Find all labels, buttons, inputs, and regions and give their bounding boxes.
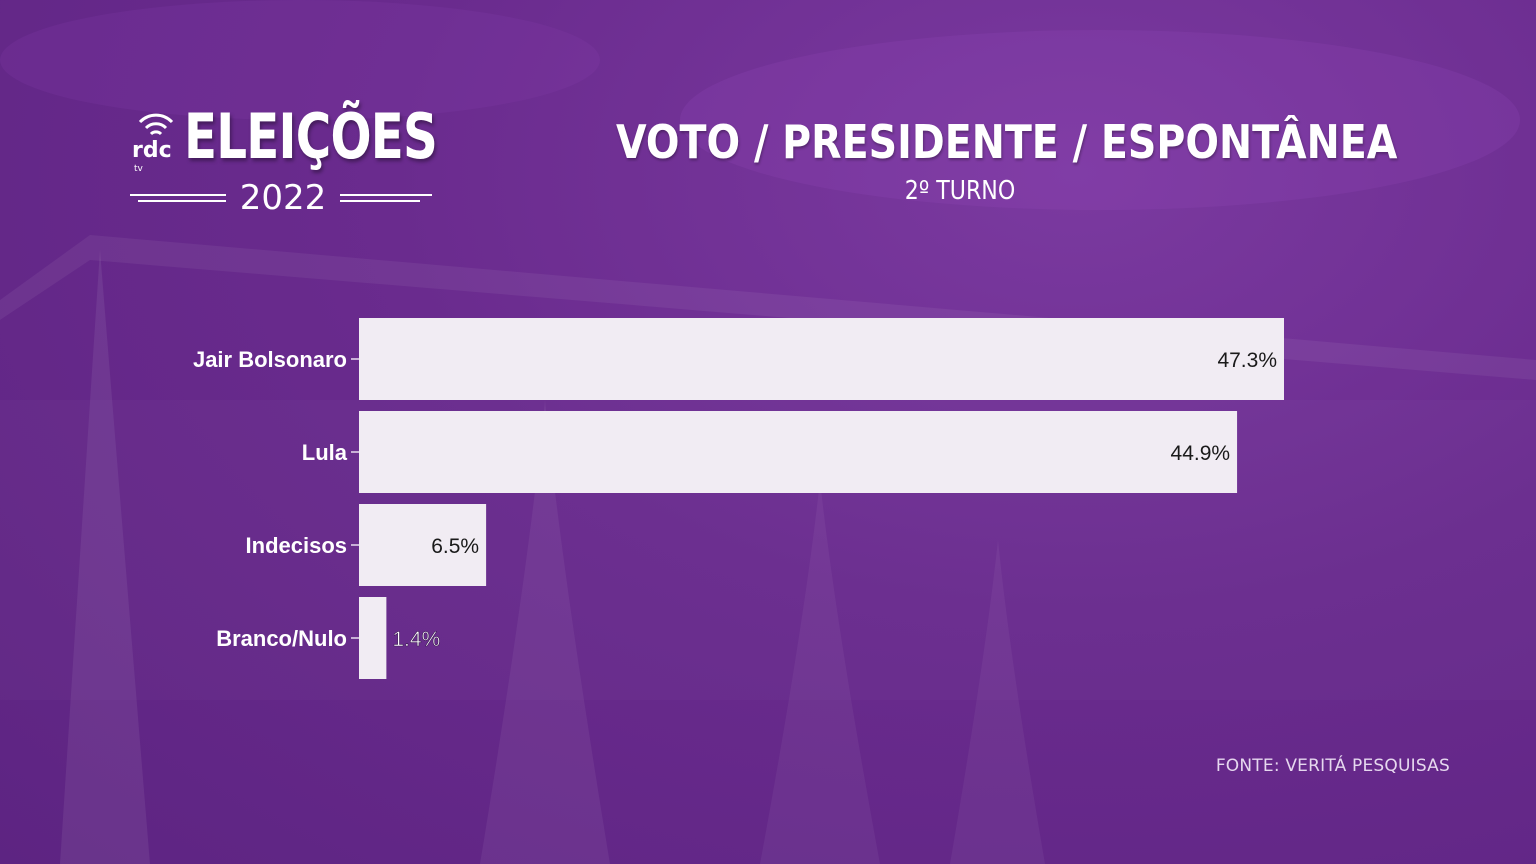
category-label: Jair Bolsonaro bbox=[193, 347, 347, 372]
logo-brand-sub: tv bbox=[134, 164, 143, 174]
logo-title: ELEIÇÕES bbox=[184, 100, 438, 173]
value-label: 1.4% bbox=[392, 628, 440, 651]
category-label: Lula bbox=[302, 440, 348, 465]
value-label: 47.3% bbox=[1217, 349, 1277, 372]
broadcast-signal-icon bbox=[138, 113, 174, 136]
value-label: 44.9% bbox=[1171, 442, 1231, 465]
logo-line-left-2 bbox=[138, 200, 226, 202]
logo-line-right bbox=[340, 194, 432, 196]
bar-lula bbox=[359, 411, 1238, 493]
logo-line-left bbox=[130, 194, 226, 196]
logo-line-right-2 bbox=[340, 200, 420, 202]
logo-brand: rdc bbox=[132, 138, 172, 163]
category-label: Indecisos bbox=[246, 533, 347, 558]
category-label: Branco/Nulo bbox=[216, 626, 347, 651]
bar-branco-nulo bbox=[359, 597, 387, 679]
chart-title: VOTO / PRESIDENTE / ESPONTÂNEA bbox=[616, 115, 1398, 169]
value-label: 6.5% bbox=[431, 535, 479, 558]
logo-year: 2022 bbox=[239, 178, 327, 218]
eleicoes-2022-logo: rdc tv ELEIÇÕES 2022 bbox=[128, 100, 438, 220]
bar-jair-bolsonaro bbox=[359, 318, 1284, 400]
source-note: FONTE: VERITÁ PESQUISAS bbox=[1215, 756, 1450, 776]
chart-subtitle: 2º TURNO bbox=[904, 176, 1016, 206]
bar-indecisos bbox=[359, 504, 487, 586]
